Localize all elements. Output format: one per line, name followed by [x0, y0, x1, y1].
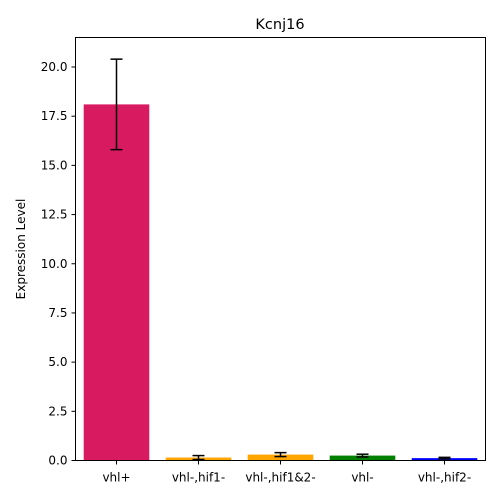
x-tick-label: vhl-: [351, 471, 373, 485]
y-tick-label: 0.0: [48, 454, 67, 468]
error-bar-3: [356, 453, 369, 458]
y-axis-ticks: 0.0 2.5 5.0 7.5 10.0 12.5 15.0 17.5 20.0: [41, 60, 76, 468]
bar-2: [247, 454, 314, 461]
bar-0: [83, 104, 150, 461]
error-bar-4: [438, 456, 451, 460]
y-tick-label: 15.0: [41, 158, 68, 172]
error-bar-2: [274, 451, 287, 458]
y-tick-label: 12.5: [41, 208, 68, 222]
x-tick-label: vhl-,hif1&2-: [245, 471, 315, 485]
y-axis-label: Expression Level: [14, 199, 28, 300]
error-bar-0: [110, 58, 123, 151]
plot-frame: [75, 37, 486, 461]
x-axis-ticks: vhl+ vhl-,hif1- vhl-,hif1&2- vhl-vhl-,hif2-: [102, 460, 471, 485]
chart-title: Kcnj16: [255, 17, 304, 33]
y-tick-label: 7.5: [48, 306, 67, 320]
y-tick-label: 2.5: [48, 404, 67, 418]
x-tick-label: vhl-,hif1-: [172, 471, 225, 485]
y-tick-label: 10.0: [41, 257, 68, 271]
x-tick-label: vhl+: [102, 471, 130, 485]
error-bar-1: [192, 454, 205, 461]
x-tick-label: vhl-,hif2-: [418, 471, 471, 485]
bar-3: [329, 455, 396, 461]
bars-group: [83, 104, 478, 461]
y-tick-label: 17.5: [41, 109, 68, 123]
y-tick-label: 5.0: [48, 355, 67, 369]
error-bars-group: [110, 58, 451, 461]
y-tick-label: 20.0: [41, 60, 68, 74]
